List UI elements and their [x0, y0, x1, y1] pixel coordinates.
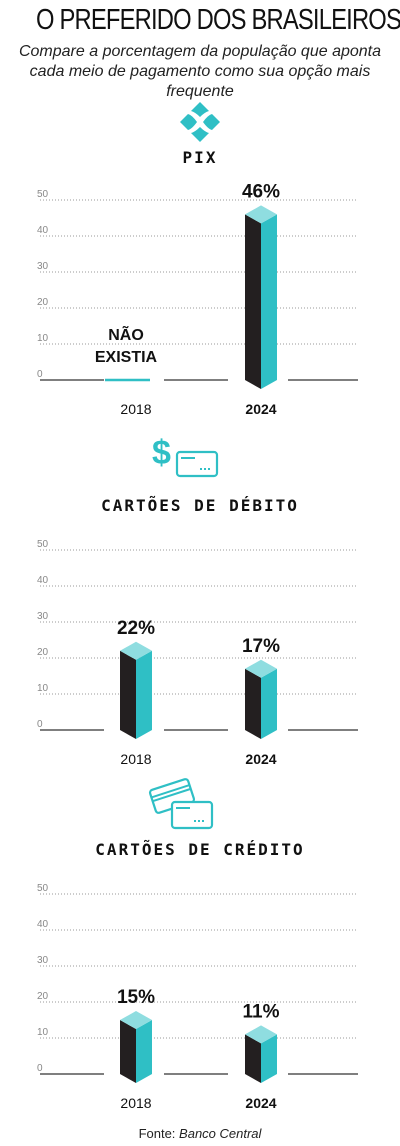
bar-2024: [245, 1034, 261, 1083]
y-tick-label: 10: [37, 1027, 49, 1038]
category-label: 2018: [120, 1095, 151, 1111]
y-tick-label: 20: [37, 647, 49, 658]
bar-2018-side: [136, 1020, 152, 1083]
source-label: Fonte:: [138, 1126, 176, 1141]
y-tick-label: 20: [37, 991, 49, 1002]
y-tick-label: 40: [37, 919, 49, 930]
page-subtitle: Compare a porcentagem da população que a…: [18, 43, 382, 100]
credit-section-title: CARTÕES DE CRÉDITO: [95, 840, 305, 859]
y-tick-label: 40: [37, 225, 49, 236]
bar-2024-side: [261, 668, 277, 739]
y-tick-label: 50: [37, 539, 49, 550]
y-tick-label: 0: [37, 719, 43, 730]
bar-2024-top: [245, 205, 277, 224]
y-tick-label: 40: [37, 575, 49, 586]
bar-2024: [245, 214, 261, 389]
y-tick-label: 30: [37, 261, 49, 272]
y-tick-label: 0: [37, 1063, 43, 1074]
pix-section-title: PIX: [182, 148, 218, 167]
bar-2018: [120, 650, 136, 739]
value-label: 17%: [242, 636, 280, 657]
bar-2024-top: [245, 1025, 277, 1044]
category-label: 2018: [120, 751, 151, 767]
credit-cards-icon: [148, 778, 214, 830]
y-tick-label: 30: [37, 955, 49, 966]
bar-2018: [120, 1020, 136, 1083]
pix-icon: [180, 102, 220, 142]
category-label: 2024: [245, 1095, 276, 1111]
value-label: NÃO: [108, 324, 144, 344]
category-label: 2024: [245, 401, 276, 417]
y-tick-label: 10: [37, 683, 49, 694]
bar-2024: [245, 668, 261, 739]
y-tick-label: 10: [37, 333, 49, 344]
value-label: 22%: [117, 618, 155, 639]
debit-chart: 0 10 20 30 40 50 22% 2018 17% 2024: [37, 539, 358, 767]
svg-text:$: $: [152, 434, 171, 472]
bar-2018-side: [136, 650, 152, 739]
bar-2024-side: [261, 214, 277, 389]
value-label: 15%: [117, 987, 155, 1008]
source-note: Fonte: Banco Central: [0, 1126, 400, 1141]
value-label: 46%: [242, 181, 280, 202]
source-name: Banco Central: [179, 1126, 262, 1141]
credit-chart: 0 10 20 30 40 50 15% 2018 11% 2024: [37, 883, 358, 1111]
bar-2024-side: [261, 1034, 277, 1083]
value-label: 11%: [243, 1001, 280, 1022]
bar-2018-top: [120, 1011, 152, 1029]
category-label: 2024: [245, 751, 276, 767]
y-tick-label: 0: [37, 369, 43, 380]
bar-2024-top: [245, 659, 277, 678]
y-tick-label: 20: [37, 297, 49, 308]
debit-section-title: CARTÕES DE DÉBITO: [101, 496, 299, 515]
y-tick-label: 50: [37, 883, 49, 894]
y-tick-label: 50: [37, 189, 49, 200]
debit-card-icon: $: [152, 434, 219, 478]
bar-2018-top: [120, 641, 152, 660]
y-tick-label: 30: [37, 611, 49, 622]
category-label: 2018: [120, 401, 151, 417]
page-title: O PREFERIDO DOS BRASILEIROS: [36, 4, 400, 36]
pix-chart: 0 10 20 30 40 50 NÃO EXISTIA 2018 46% 2024: [37, 181, 358, 417]
value-label: EXISTIA: [95, 349, 158, 366]
